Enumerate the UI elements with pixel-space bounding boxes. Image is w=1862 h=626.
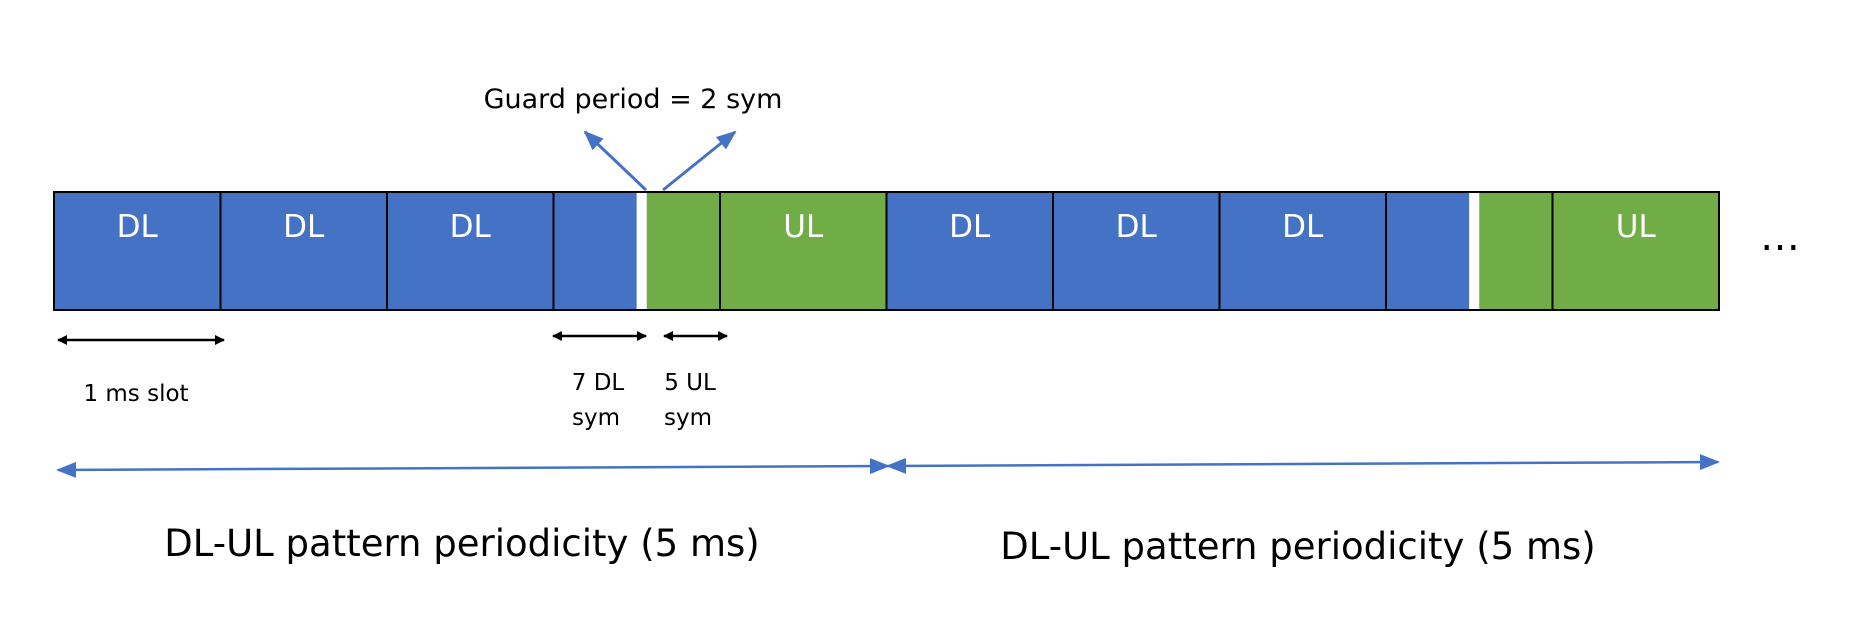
slot-duration-label: 1 ms slot (83, 381, 188, 407)
period-2-slot-4-dl-part (1386, 192, 1470, 310)
dl-symbols-label-line2: sym (572, 405, 620, 431)
ul-symbols-label-line2: sym (664, 405, 712, 431)
guard-period-arrow-left (583, 130, 648, 192)
dl-symbols-label-line1: 7 DL (572, 370, 625, 396)
period-1-label: DL-UL pattern periodicity (5 ms) (164, 522, 759, 565)
period-1-slot-4-guard-part (636, 192, 647, 310)
period-1-slot-4-dl-part (553, 192, 637, 310)
slot-strip: DL DL DL UL DL DL DL UL (53, 191, 1720, 311)
period-1-slot-2-label: DL (283, 209, 325, 245)
period-2-slot-3-dl (1218, 191, 1387, 311)
period-2-slot-1-dl (885, 191, 1054, 311)
guard-period-arrow-right (662, 130, 737, 192)
period-2-slot-2-label: DL (1116, 209, 1158, 245)
period-2-slot-4-ul-part (1479, 192, 1553, 310)
period-2-slot-5-label: UL (1616, 209, 1657, 245)
period-1-slot-3-label: DL (450, 209, 492, 245)
period-1-slot-1-dl (53, 191, 222, 311)
period-2-arrow (886, 454, 1720, 474)
continuation-ellipsis: … (1760, 214, 1800, 260)
period-1-slot-1-label: DL (117, 209, 159, 245)
period-2-slot-5-ul (1551, 191, 1720, 311)
period-1-slot-5-ul (719, 191, 888, 311)
period-2-slot-1-label: DL (949, 209, 991, 245)
period-2-slot-2-dl (1052, 191, 1221, 311)
period-1-arrow (56, 458, 890, 478)
period-1-slot-3-dl (386, 191, 555, 311)
period-2-slot-4-guard-part (1469, 192, 1480, 310)
guard-period-label: Guard period = 2 sym (484, 84, 783, 115)
period-2-label: DL-UL pattern periodicity (5 ms) (1000, 525, 1595, 568)
period-1-slot-2-dl (219, 191, 388, 311)
period-1-slot-5-label: UL (783, 209, 824, 245)
period-1-slot-4-ul-part (646, 192, 720, 310)
period-2-slot-3-label: DL (1282, 209, 1324, 245)
ul-symbols-label-line1: 5 UL (664, 370, 716, 396)
